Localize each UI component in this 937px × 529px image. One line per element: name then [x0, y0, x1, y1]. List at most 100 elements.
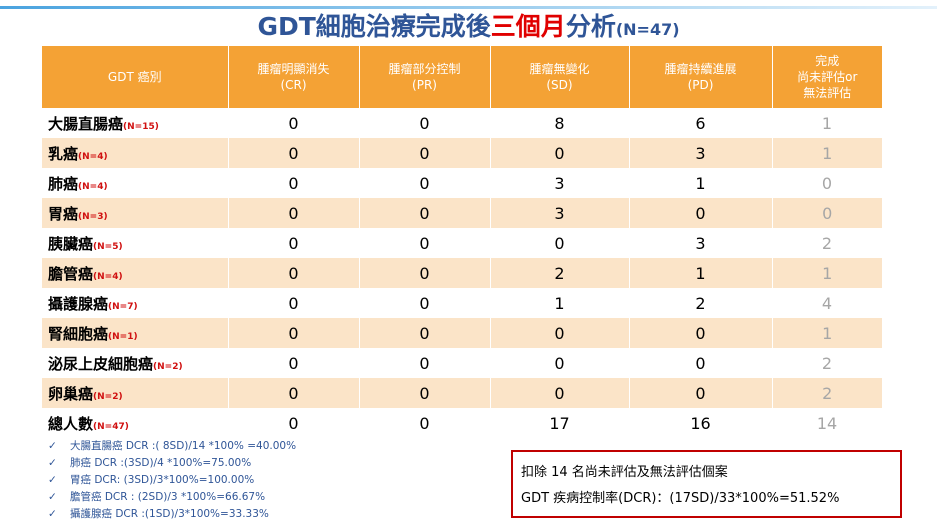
na-value: 4: [821, 293, 833, 313]
sd-value: 2: [489, 258, 629, 288]
column-header-line: 腫瘤明顯消失: [257, 62, 330, 76]
cr-value: 0: [288, 293, 299, 313]
results-table: GDT 癌別 腫瘤明顯消失 (CR) 腫瘤部分控制 (PR) 腫瘤無變化 (SD) 腫瘤持續進…: [42, 46, 882, 438]
pr-value: 0: [419, 293, 430, 313]
cancer-type-label: 肺癌: [48, 174, 79, 193]
sd-value: 0: [489, 138, 629, 168]
sd-value: 0: [489, 318, 629, 348]
dcr-note: ✓ 攝護腺癌 DCR :(1SD)/3*100%=33.33%: [48, 506, 296, 523]
cr-value: 0: [288, 353, 299, 373]
table-row: 胃癌(N=3) 0 0 3 0 0: [42, 198, 882, 228]
pr-value: 0: [419, 353, 430, 373]
na-value: 1: [771, 318, 882, 348]
table-row: 泌尿上皮細胞癌(N=2) 0 0 0 0 2: [42, 348, 882, 378]
pd-value: 3: [695, 233, 706, 253]
pr-value: 0: [358, 318, 490, 348]
patient-count: (N=2): [93, 391, 123, 402]
cancer-type-label: 腎細胞癌: [48, 324, 109, 343]
pr-value: 0: [419, 413, 430, 433]
check-icon: ✓: [48, 508, 57, 520]
cr-value: 0: [227, 258, 359, 288]
column-header-line: 無法評估: [803, 86, 852, 100]
cancer-type-label: 膽管癌: [48, 264, 94, 283]
dcr-note: ✓ 大腸直腸癌 DCR :( 8SD)/14 *100% =40.00%: [48, 438, 296, 455]
cr-value: 0: [227, 198, 359, 228]
check-icon: ✓: [48, 457, 57, 469]
na-value: 1: [771, 258, 882, 288]
top-accent-rule: [0, 6, 937, 9]
patient-count: (N=4): [78, 181, 108, 192]
pr-value: 0: [358, 138, 490, 168]
dcr-note-text: 攝護腺癌 DCR :(1SD)/3*100%=33.33%: [70, 508, 269, 520]
cr-value: 0: [288, 233, 299, 253]
table-row: 卵巢癌(N=2) 0 0 0 0 2: [42, 378, 882, 408]
na-value: 1: [771, 138, 882, 168]
table-row: 腎細胞癌(N=1) 0 0 0 0 1: [42, 318, 882, 348]
dcr-note-text: 膽管癌 DCR : (2SD)/3 *100%=66.67%: [70, 491, 266, 503]
na-value: 2: [821, 353, 833, 373]
cancer-type-cell: 泌尿上皮細胞癌(N=2): [42, 348, 228, 378]
pd-value: 6: [695, 113, 706, 133]
cr-value: 0: [288, 173, 299, 193]
cancer-type-cell: 胃癌(N=3): [42, 198, 228, 228]
dcr-note: ✓ 肺癌 DCR :(3SD)/4 *100%=75.00%: [48, 455, 296, 472]
cancer-type-cell: 大腸直腸癌(N=15): [42, 108, 228, 138]
cr-value: 0: [288, 113, 299, 133]
cancer-type-label: 總人數: [48, 414, 94, 433]
page-title: GDT細胞治療完成後三個月分析(N=47): [0, 12, 937, 45]
cancer-type-label: 乳癌: [48, 144, 79, 163]
na-value: 2: [771, 378, 882, 408]
dcr-note: ✓ 膽管癌 DCR : (2SD)/3 *100%=66.67%: [48, 489, 296, 506]
pd-value: 2: [695, 293, 706, 313]
pr-value: 0: [358, 378, 490, 408]
pr-value: 0: [419, 173, 430, 193]
table-header-row: GDT 癌別 腫瘤明顯消失 (CR) 腫瘤部分控制 (PR) 腫瘤無變化 (SD) 腫瘤持續進…: [42, 46, 882, 108]
cancer-type-label: 卵巢癌: [48, 384, 94, 403]
column-header: 腫瘤持續進展 (PD): [628, 46, 772, 108]
patient-count: (N=7): [108, 301, 138, 312]
cancer-type-cell: 腎細胞癌(N=1): [42, 318, 228, 348]
pd-value: 1: [628, 258, 772, 288]
patient-count: (N=4): [78, 151, 108, 162]
na-value: 0: [771, 198, 882, 228]
patient-count: (N=15): [123, 121, 159, 132]
column-header-line: GDT 癌別: [107, 70, 162, 84]
patient-count: (N=2): [153, 361, 183, 372]
dcr-note: ✓ 胃癌 DCR: (3SD)/3*100%=100.00%: [48, 472, 296, 489]
na-value: 14: [816, 413, 838, 433]
table-row: 大腸直腸癌(N=15) 0 0 8 6 1: [42, 108, 882, 138]
pd-value: 0: [628, 318, 772, 348]
patient-count: (N=1): [108, 331, 138, 342]
pd-value: 0: [695, 353, 706, 373]
patient-count: (N=4): [93, 271, 123, 282]
patient-count: (N=5): [93, 241, 123, 252]
table-row: 胰臟癌(N=5) 0 0 0 3 2: [42, 228, 882, 258]
sd-value: 17: [549, 413, 570, 433]
column-header-line: 腫瘤無變化: [529, 62, 590, 76]
pr-value: 0: [419, 233, 430, 253]
cancer-type-label: 胰臟癌: [48, 234, 94, 253]
column-header: 腫瘤無變化 (SD): [489, 46, 629, 108]
pd-value: 1: [695, 173, 706, 193]
column-header-line: 尚未評估or: [797, 70, 858, 84]
cr-value: 0: [227, 378, 359, 408]
pr-value: 0: [358, 258, 490, 288]
cancer-type-cell: 肺癌(N=4): [42, 168, 228, 198]
na-value: 1: [821, 113, 833, 133]
sd-value: 1: [554, 293, 565, 313]
cancer-type-label: 攝護腺癌: [48, 294, 109, 313]
patient-count: (N=47): [93, 421, 129, 432]
column-header-line: (CR): [280, 78, 307, 92]
dcr-notes-list: ✓ 大腸直腸癌 DCR :( 8SD)/14 *100% =40.00% ✓ 肺癌 D…: [48, 438, 296, 523]
cancer-type-label: 大腸直腸癌: [48, 114, 124, 133]
table-row: 攝護腺癌(N=7) 0 0 1 2 4: [42, 288, 882, 318]
column-header-line: (SD): [546, 78, 573, 92]
sd-value: 0: [489, 378, 629, 408]
cancer-type-cell: 卵巢癌(N=2): [42, 378, 228, 408]
check-icon: ✓: [48, 474, 57, 486]
cancer-type-cell: 攝護腺癌(N=7): [42, 288, 228, 318]
summary-line-2: GDT 疾病控制率(DCR)：(17SD)/33*100%=51.52%: [521, 491, 840, 506]
pd-value: 16: [690, 413, 711, 433]
table-row: 總人數(N=47) 0 0 17 16 14: [42, 408, 882, 438]
check-icon: ✓: [48, 491, 57, 503]
